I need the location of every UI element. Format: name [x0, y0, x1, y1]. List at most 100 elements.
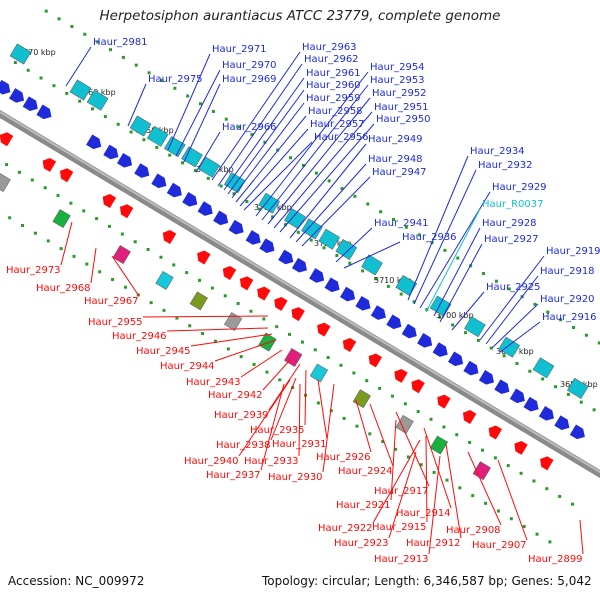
tick-dot: [133, 240, 137, 244]
feature-box: [258, 192, 280, 214]
gene-label: Haur_2929: [492, 182, 547, 193]
label-leader: [60, 221, 73, 266]
tick-dot: [83, 32, 87, 36]
forward-arrow: [291, 257, 308, 273]
tick-dot: [175, 316, 179, 320]
forward-arrow: [494, 379, 510, 394]
tick-dot: [5, 163, 9, 167]
tick-dot: [438, 315, 442, 319]
feature-box: [309, 363, 328, 383]
tick-dot: [391, 217, 395, 221]
features: [0, 43, 589, 481]
feature-box: [69, 79, 92, 101]
label-leader: [227, 89, 305, 195]
tick-dot: [342, 416, 346, 420]
tick-dot: [33, 231, 37, 235]
tick-dot: [159, 255, 163, 259]
tick-dot: [296, 230, 300, 234]
forward-arrow: [166, 182, 182, 198]
tick-dot: [558, 494, 562, 498]
reverse-arrow: [514, 440, 528, 455]
feature-box: [395, 414, 414, 434]
gene-label: Haur_2970: [222, 60, 277, 71]
tick-dot: [482, 272, 486, 275]
tick-dot: [379, 210, 383, 214]
label-leader: [65, 46, 92, 87]
genome-backbone: [0, 109, 600, 479]
forward-arrow: [213, 210, 229, 226]
tick-dot: [340, 187, 344, 191]
gene-label: Haur_2959: [306, 93, 361, 104]
gene-label: Haur_2913: [374, 554, 429, 565]
feature-box: [86, 89, 109, 111]
label-leader: [235, 115, 307, 203]
tick-dot: [265, 370, 269, 374]
gene-label: Haur_R0037: [482, 199, 544, 210]
label-leader: [390, 419, 397, 501]
reverse-arrow: [488, 425, 503, 440]
label-leader: [214, 339, 277, 362]
tick-dot: [109, 48, 113, 52]
feature-box: [181, 146, 203, 168]
tick-dot: [493, 456, 497, 460]
label-leader: [372, 439, 421, 524]
gene-label: Haur_2933: [244, 456, 299, 467]
gene-label: Haur_2920: [540, 294, 595, 305]
tick-dot: [506, 464, 510, 468]
reverse-arrow: [222, 266, 237, 281]
gene-label: Haur_2946: [112, 331, 167, 342]
tick-dot: [210, 286, 214, 290]
reverse-arrow: [257, 286, 271, 301]
reverse-arrow: [274, 296, 288, 311]
tick-dot: [406, 455, 410, 459]
forward-arrow: [228, 219, 244, 235]
gene-label: Haur_2923: [334, 538, 389, 549]
tick-dot: [223, 294, 227, 298]
tick-dot: [201, 332, 205, 336]
forward-arrow: [197, 201, 213, 216]
tick-dot: [95, 217, 99, 221]
label-leader: [433, 227, 481, 317]
reverse-arrow: [239, 276, 254, 291]
label-leader: [423, 427, 452, 509]
tick-dot: [147, 71, 151, 75]
feature-box: [146, 125, 169, 147]
gene-label: Haur_2899: [528, 554, 583, 565]
gene-label: Haur_2951: [374, 102, 429, 113]
gene-label: Haur_2961: [306, 68, 361, 79]
tick-dot: [417, 233, 421, 237]
forward-arrow: [9, 88, 25, 103]
gene-label: Haur_2915: [372, 522, 427, 533]
label-leader: [223, 77, 305, 191]
forward-arrow: [278, 249, 294, 265]
reverse-arrow: [102, 194, 117, 209]
label-leader: [260, 383, 285, 471]
tick-dot: [352, 371, 356, 375]
label-leader: [479, 255, 545, 341]
tick-dot: [548, 540, 552, 544]
gene-label: Haur_2955: [88, 317, 143, 328]
gene-label: Haur_2953: [370, 75, 425, 86]
tick-dot: [390, 394, 394, 398]
tick-dot: [301, 163, 305, 167]
tick-dot: [226, 347, 230, 351]
label-leader: [261, 84, 369, 221]
label-leader: [239, 128, 309, 207]
forward-arrow: [538, 406, 555, 421]
kbp-label: 3700 kbp: [436, 311, 474, 320]
tick-dot: [98, 270, 102, 274]
tick-dot: [314, 171, 318, 175]
gene-label: Haur_2935: [250, 425, 305, 436]
tick-dot: [111, 278, 115, 282]
feature-box: [464, 316, 486, 338]
gene-label: Haur_2963: [302, 42, 357, 53]
label-leader: [270, 377, 297, 441]
label-leader: [279, 123, 375, 233]
tick-dot: [432, 470, 436, 474]
forward-arrow: [386, 314, 402, 330]
feature-box: [52, 209, 71, 229]
gene-label: Haur_2937: [206, 470, 261, 481]
reverse-arrow: [42, 157, 57, 172]
label-leader: [190, 333, 273, 347]
label-leader: [499, 321, 541, 353]
